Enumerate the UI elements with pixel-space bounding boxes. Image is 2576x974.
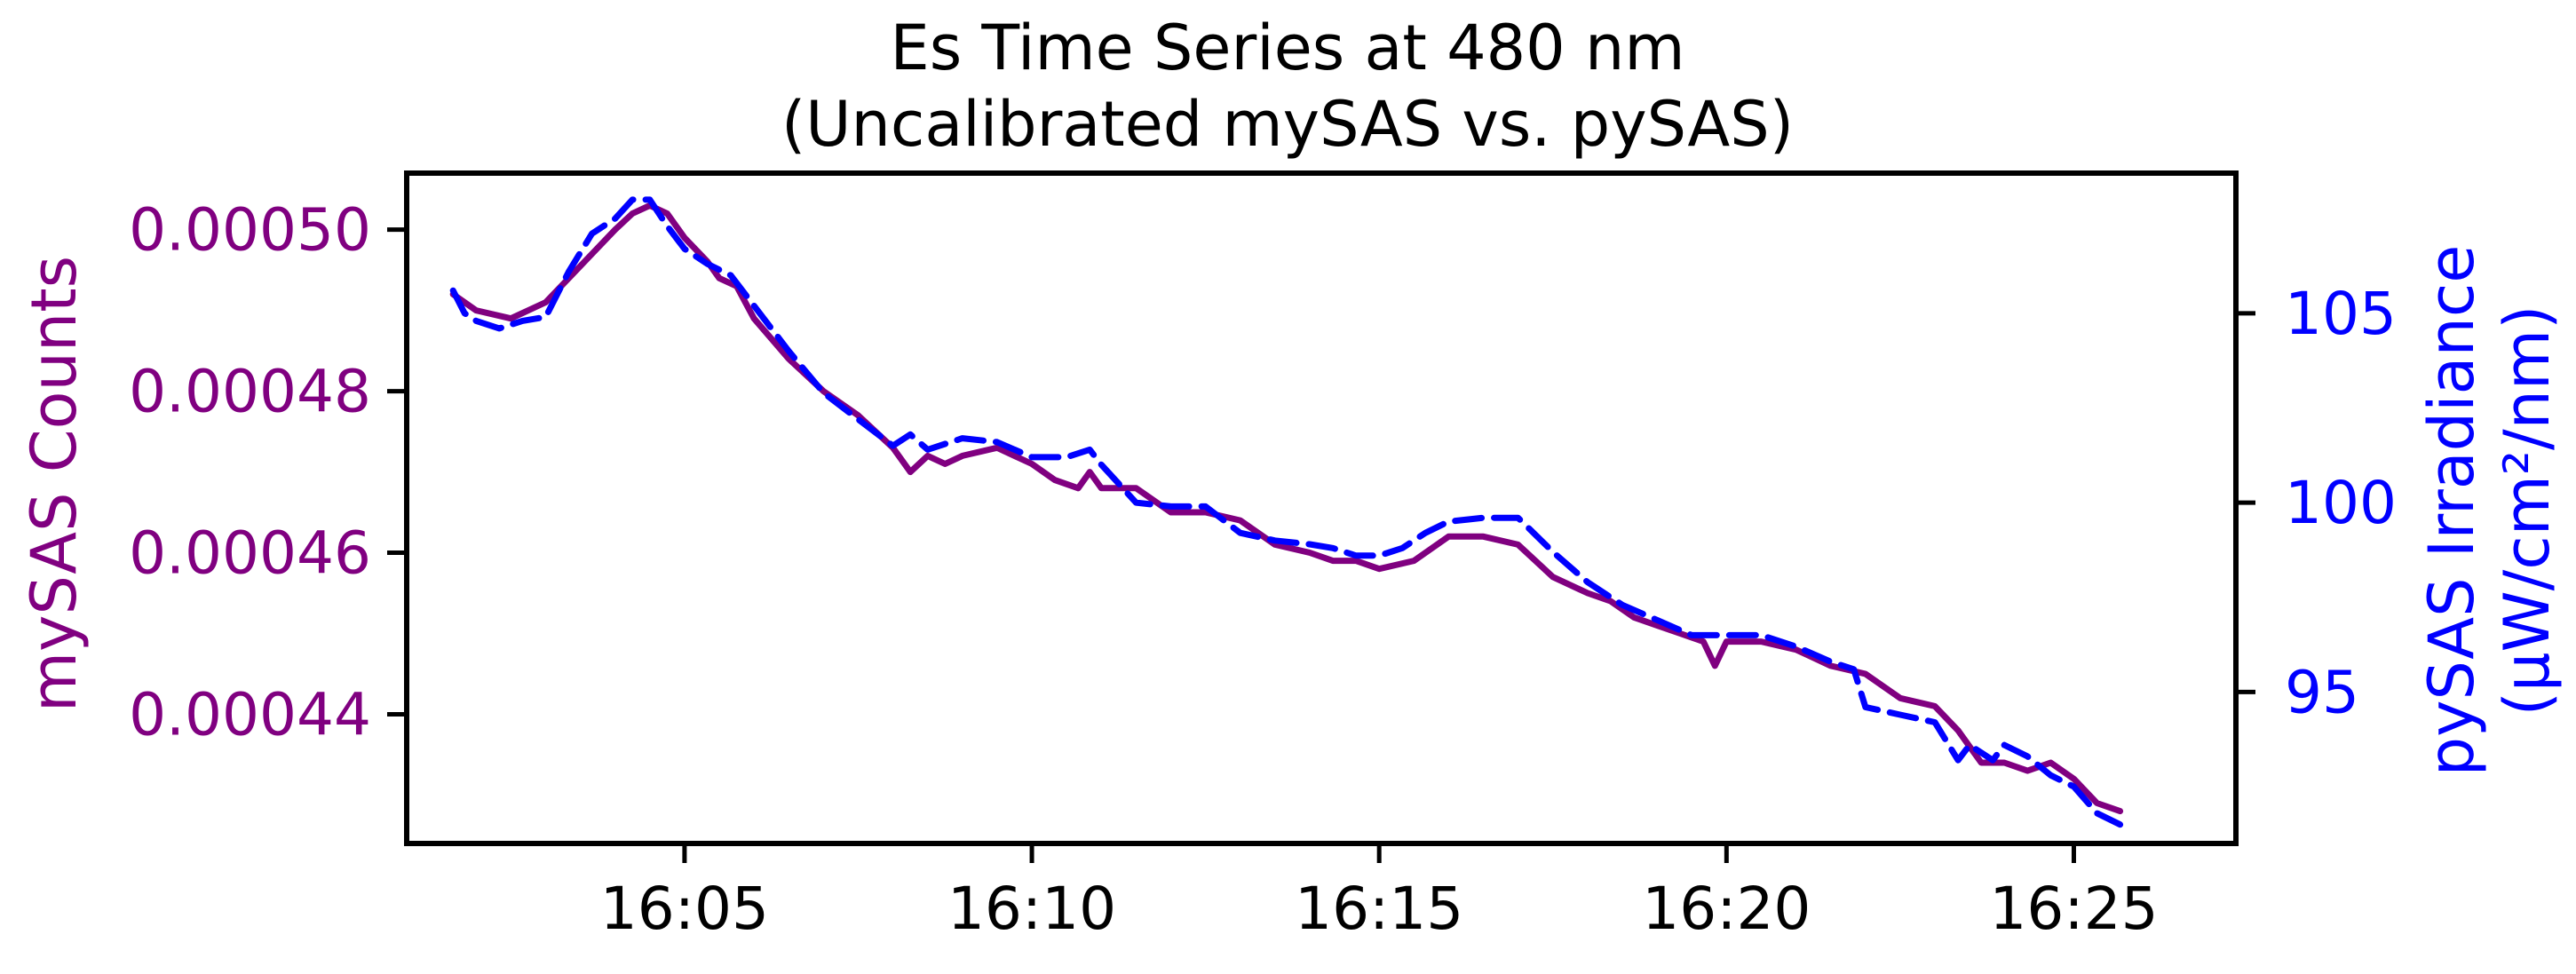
plot-area-frame xyxy=(404,170,2239,846)
y-left-tick-label: 0.00044 xyxy=(129,680,371,748)
chart-title-line1: Es Time Series at 480 nm xyxy=(890,12,1684,84)
x-tick-label: 16:20 xyxy=(1642,875,1811,943)
x-tick-label: 16:15 xyxy=(1295,875,1463,943)
y-left-tick-label: 0.00048 xyxy=(129,358,371,426)
x-tick-label: 16:05 xyxy=(600,875,769,943)
plot-series xyxy=(449,196,2124,828)
x-axis: 16:05 16:10 16:15 16:20 16:25 xyxy=(600,843,2159,943)
y-right-tick-label: 100 xyxy=(2285,469,2397,537)
y-right-axis: 105 100 95 xyxy=(2236,280,2397,726)
y-left-tick-label: 0.00050 xyxy=(129,196,371,265)
x-tick-label: 16:10 xyxy=(947,875,1116,943)
y-right-axis-label-line1: pySAS Irradiance xyxy=(2415,245,2488,777)
x-tick-label: 16:25 xyxy=(1989,875,2158,943)
series-line-right xyxy=(449,196,2124,828)
y-left-axis-label: mySAS Counts xyxy=(18,256,91,712)
y-right-tick-label: 105 xyxy=(2285,280,2397,348)
series-line-left xyxy=(449,202,2124,815)
y-right-axis-label-line2: (µW/cm²/nm) xyxy=(2491,305,2564,717)
y-right-tick-label: 95 xyxy=(2285,658,2359,726)
y-left-tick-label: 0.00046 xyxy=(129,519,371,588)
chart-title-line2: (Uncalibrated mySAS vs. pySAS) xyxy=(781,88,1794,161)
y-left-axis: 0.00050 0.00048 0.00046 0.00044 xyxy=(129,196,407,748)
